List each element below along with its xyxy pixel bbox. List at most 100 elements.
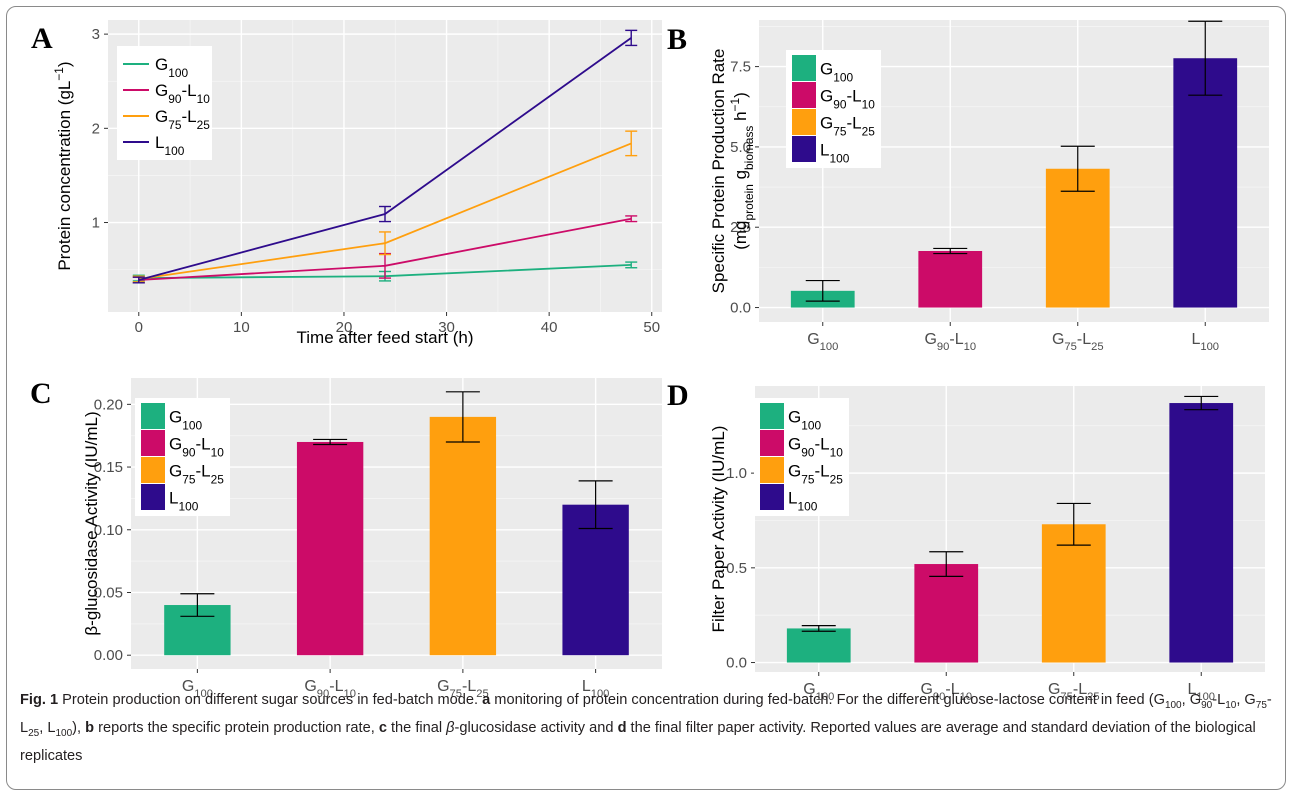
x-tick-label-part: 25: [1091, 341, 1103, 353]
caption-part: 90: [1201, 699, 1213, 711]
legend-label: G90-L10: [788, 435, 843, 460]
legend-label-part: L: [155, 133, 164, 152]
legend-key-swatch: [760, 457, 784, 483]
legend-label-part: -L: [846, 114, 861, 133]
legend-key-swatch: [141, 484, 165, 510]
x-tick-label-part: L: [1187, 681, 1196, 698]
legend-label-part: 100: [801, 419, 821, 433]
caption-part: 10: [1225, 699, 1237, 711]
legend-label-part: 100: [182, 419, 202, 433]
x-tick-label-part: -L: [462, 678, 476, 695]
legend-label-part: G: [788, 462, 801, 481]
legend-label-part: 25: [211, 473, 225, 487]
legend-key-swatch: [141, 403, 165, 429]
legend-key-swatch: [141, 430, 165, 456]
legend-key-swatch: [792, 136, 816, 162]
caption-part: 25: [28, 727, 40, 739]
legend-label-part: -L: [195, 435, 210, 454]
panel-letter-a: A: [31, 22, 53, 55]
legend-label-part: 100: [178, 500, 198, 514]
x-tick-label: G90-L10: [304, 678, 356, 700]
legend-label-part: 90: [833, 98, 847, 112]
legend-label-part: G: [788, 435, 801, 454]
y-axis-title-line2-part: h: [731, 111, 750, 125]
legend-label-part: 75: [801, 473, 815, 487]
caption-part: -L: [20, 692, 1272, 736]
y-tick-label: 0.10: [94, 522, 123, 539]
bar-G75L25: [1041, 524, 1106, 663]
x-tick-label-part: 100: [194, 688, 213, 700]
caption-body: Protein production on different sugar so…: [20, 692, 1272, 764]
legend-label-part: 10: [830, 446, 844, 460]
x-tick-label-part: G: [924, 331, 936, 348]
x-tick-label: 40: [541, 319, 558, 336]
legend-label-part: 75: [833, 125, 847, 139]
x-tick-label-part: 100: [820, 341, 839, 353]
x-tick-label-part: 75: [1064, 341, 1076, 353]
caption-part: 100: [55, 727, 73, 739]
legend-label-part: G: [169, 435, 182, 454]
x-tick-label-part: 10: [964, 341, 976, 353]
x-tick-label: 10: [233, 319, 250, 336]
panel-a: 0 10 20 30 40 50 1 2 3 Time after feed start (h) P…: [31, 20, 662, 347]
x-tick-label-part: -L: [329, 678, 343, 695]
legend-label: G90-L10: [155, 81, 210, 106]
bar-L100: [1173, 58, 1238, 308]
x-tick-label: G100: [182, 678, 213, 700]
legend-label-part: L: [169, 489, 178, 508]
legend-label-part: -L: [814, 462, 829, 481]
legend-label-part: 100: [797, 500, 817, 514]
bar-G100: [786, 628, 851, 663]
y-axis-title-line2-part: g: [731, 170, 750, 184]
y-tick-label: 0.00: [94, 647, 123, 664]
legend-label-part: -L: [814, 435, 829, 454]
y-axis-title-line2-part: ): [731, 92, 750, 98]
x-tick-label-part: G: [807, 331, 819, 348]
x-tick-label-part: L: [582, 678, 591, 695]
x-tick-label-part: 10: [343, 688, 355, 700]
x-tick-label-part: 100: [816, 691, 835, 703]
x-tick-label-part: 90: [933, 691, 945, 703]
legend-label-part: 10: [211, 446, 225, 460]
legend-label-part: 100: [164, 144, 184, 158]
y-axis-title-line2-part: (mg: [731, 220, 750, 249]
legend-label-part: 90: [168, 92, 182, 106]
x-tick-label-part: 25: [1087, 691, 1099, 703]
legend-label-part: G: [788, 408, 801, 427]
legend-label: G75-L25: [820, 114, 875, 139]
bar-G90L10: [296, 441, 364, 656]
bar-G90L10: [914, 564, 979, 663]
caption-part: monitoring of protein concentration duri…: [490, 692, 1165, 708]
x-tick-label-part: G: [437, 678, 449, 695]
y-axis-title-line2: (mgprotein gbiomass h−1): [728, 92, 756, 250]
x-tick-label: G75-L25: [1048, 681, 1100, 703]
legend-key-swatch: [760, 430, 784, 456]
legend-label: G100: [820, 60, 853, 85]
x-tick-label-part: G: [182, 678, 194, 695]
caption-part: ),: [72, 719, 86, 736]
caption-part: the final filter paper activity. Reporte…: [20, 719, 1256, 764]
legend-label: G75-L25: [788, 462, 843, 487]
x-tick-label-part: G: [1052, 331, 1064, 348]
caption-part: 75: [1255, 699, 1267, 711]
legend-label: G75-L25: [155, 107, 210, 132]
x-tick-label: G90-L10: [924, 331, 976, 353]
legend-label: G90-L10: [169, 435, 224, 460]
legend-label: L100: [169, 489, 199, 514]
x-tick-label: L100: [1187, 681, 1215, 703]
legend-label-part: L: [820, 141, 829, 160]
caption-part: , G: [1236, 692, 1256, 708]
legend-label-part: G: [155, 81, 168, 100]
x-tick-label-part: 100: [591, 688, 610, 700]
legend-label-part: -L: [846, 87, 861, 106]
legend-label-part: -L: [195, 462, 210, 481]
legend-label-part: G: [155, 55, 168, 74]
x-tick-label: G100: [807, 331, 838, 353]
legend-key-swatch: [141, 457, 165, 483]
x-tick-label-part: 75: [1060, 691, 1072, 703]
x-tick-label: G100: [803, 681, 834, 703]
y-tick-label: 5.0: [730, 139, 751, 156]
